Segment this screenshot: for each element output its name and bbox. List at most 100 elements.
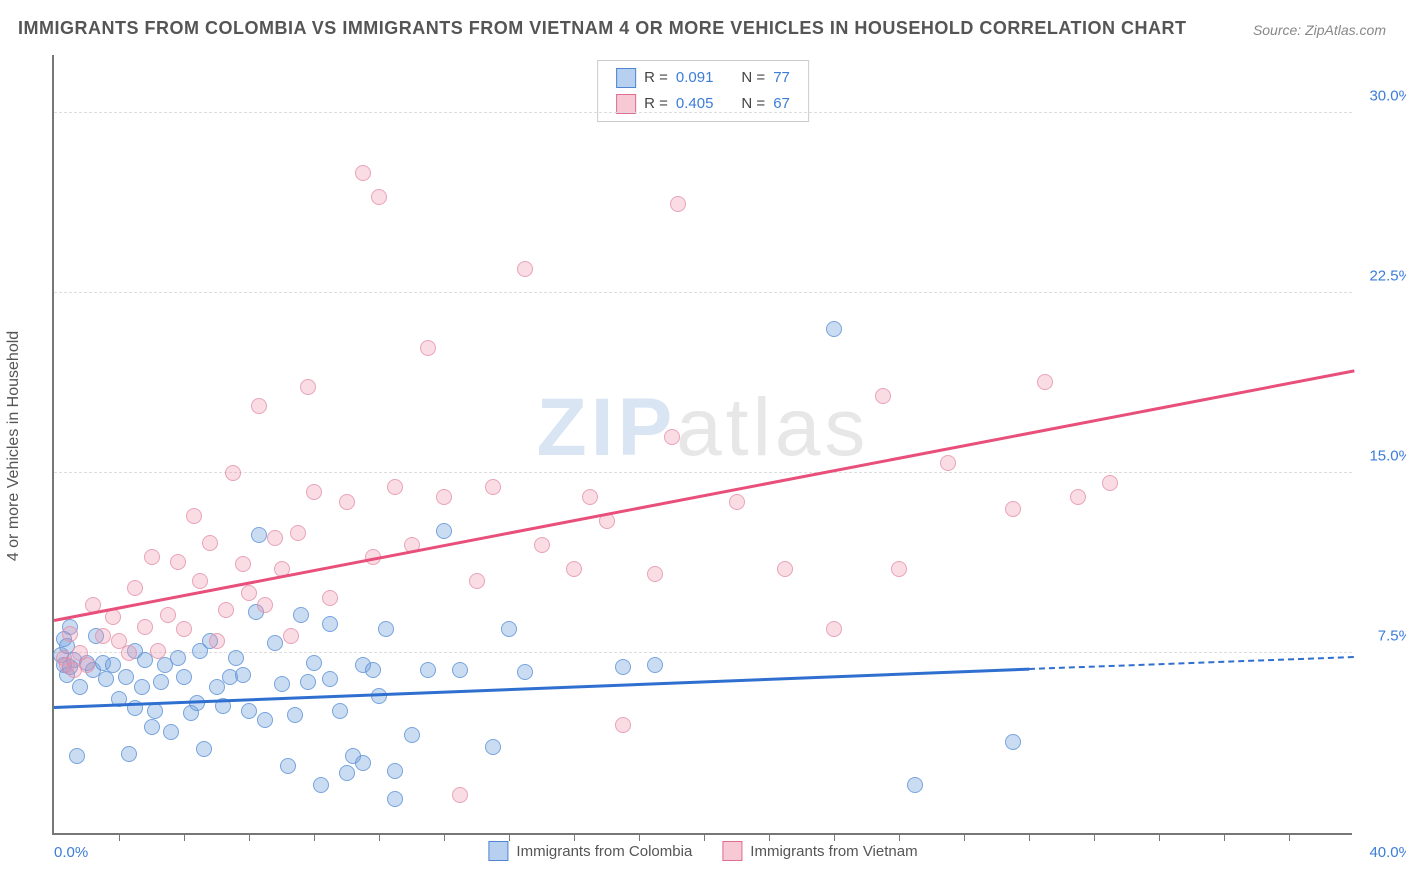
point-colombia xyxy=(274,676,290,692)
point-vietnam xyxy=(160,607,176,623)
point-colombia xyxy=(826,321,842,337)
point-vietnam xyxy=(339,494,355,510)
point-colombia xyxy=(189,695,205,711)
point-colombia xyxy=(485,739,501,755)
chart-title: IMMIGRANTS FROM COLOMBIA VS IMMIGRANTS F… xyxy=(18,18,1187,39)
x-tick xyxy=(1289,833,1290,841)
point-vietnam xyxy=(192,573,208,589)
point-vietnam xyxy=(235,556,251,572)
point-colombia xyxy=(355,755,371,771)
point-colombia xyxy=(196,741,212,757)
point-colombia xyxy=(118,669,134,685)
point-vietnam xyxy=(1070,489,1086,505)
point-vietnam xyxy=(137,619,153,635)
point-colombia xyxy=(387,763,403,779)
point-colombia xyxy=(647,657,663,673)
x-tick xyxy=(1029,833,1030,841)
point-vietnam xyxy=(647,566,663,582)
trend-line xyxy=(54,370,1354,622)
swatch-colombia xyxy=(616,68,636,88)
point-colombia xyxy=(176,669,192,685)
point-vietnam xyxy=(202,535,218,551)
point-vietnam xyxy=(218,602,234,618)
point-vietnam xyxy=(664,429,680,445)
point-vietnam xyxy=(170,554,186,570)
gridline xyxy=(54,652,1352,653)
point-colombia xyxy=(153,674,169,690)
point-colombia xyxy=(501,621,517,637)
x-tick xyxy=(574,833,575,841)
point-colombia xyxy=(378,621,394,637)
point-colombia xyxy=(134,679,150,695)
point-colombia xyxy=(267,635,283,651)
point-vietnam xyxy=(387,479,403,495)
point-vietnam xyxy=(127,580,143,596)
point-vietnam xyxy=(186,508,202,524)
point-vietnam xyxy=(150,643,166,659)
point-vietnam xyxy=(485,479,501,495)
x-axis-max-label: 40.0% xyxy=(1369,844,1406,861)
point-vietnam xyxy=(251,398,267,414)
point-vietnam xyxy=(615,717,631,733)
point-colombia xyxy=(517,664,533,680)
y-tick-label: 30.0% xyxy=(1369,88,1406,105)
point-vietnam xyxy=(875,388,891,404)
point-colombia xyxy=(907,777,923,793)
point-colombia xyxy=(170,650,186,666)
point-vietnam xyxy=(105,609,121,625)
point-vietnam xyxy=(517,261,533,277)
point-colombia xyxy=(339,765,355,781)
legend-label-colombia: Immigrants from Colombia xyxy=(516,843,692,860)
y-tick-label: 15.0% xyxy=(1369,448,1406,465)
swatch-vietnam xyxy=(722,841,742,861)
legend-item-colombia: Immigrants from Colombia xyxy=(488,841,692,861)
y-axis-label: 4 or more Vehicles in Household xyxy=(5,331,23,561)
gridline xyxy=(54,112,1352,113)
point-colombia xyxy=(280,758,296,774)
swatch-vietnam xyxy=(616,94,636,114)
point-vietnam xyxy=(436,489,452,505)
watermark: ZIPatlas xyxy=(537,381,870,475)
x-tick xyxy=(249,833,250,841)
stats-row-colombia: R = 0.091 N = 77 xyxy=(616,65,790,91)
point-vietnam xyxy=(826,621,842,637)
point-colombia xyxy=(452,662,468,678)
source-label: Source: ZipAtlas.com xyxy=(1253,22,1386,38)
x-axis-min-label: 0.0% xyxy=(54,844,88,861)
point-vietnam xyxy=(566,561,582,577)
x-tick xyxy=(184,833,185,841)
point-colombia xyxy=(365,662,381,678)
point-colombia xyxy=(251,527,267,543)
r-label: R = xyxy=(644,91,668,117)
point-vietnam xyxy=(582,489,598,505)
x-tick xyxy=(314,833,315,841)
point-colombia xyxy=(241,703,257,719)
gridline xyxy=(54,292,1352,293)
point-colombia xyxy=(257,712,273,728)
point-colombia xyxy=(144,719,160,735)
point-colombia xyxy=(387,791,403,807)
point-vietnam xyxy=(1037,374,1053,390)
point-colombia xyxy=(404,727,420,743)
x-tick xyxy=(964,833,965,841)
n-label: N = xyxy=(741,91,765,117)
r-value-vietnam: 0.405 xyxy=(676,91,714,117)
x-tick xyxy=(639,833,640,841)
point-vietnam xyxy=(144,549,160,565)
point-vietnam xyxy=(670,196,686,212)
trend-line xyxy=(1029,656,1354,670)
point-colombia xyxy=(1005,734,1021,750)
chart-plot-area: ZIPatlas R = 0.091 N = 77 R = 0.405 N = … xyxy=(52,55,1352,835)
point-vietnam xyxy=(729,494,745,510)
point-colombia xyxy=(228,650,244,666)
legend-item-vietnam: Immigrants from Vietnam xyxy=(722,841,917,861)
r-label: R = xyxy=(644,65,668,91)
x-tick xyxy=(1224,833,1225,841)
point-colombia xyxy=(322,671,338,687)
point-vietnam xyxy=(95,628,111,644)
point-vietnam xyxy=(267,530,283,546)
n-value-colombia: 77 xyxy=(773,65,790,91)
point-vietnam xyxy=(452,787,468,803)
point-colombia xyxy=(105,657,121,673)
point-colombia xyxy=(163,724,179,740)
